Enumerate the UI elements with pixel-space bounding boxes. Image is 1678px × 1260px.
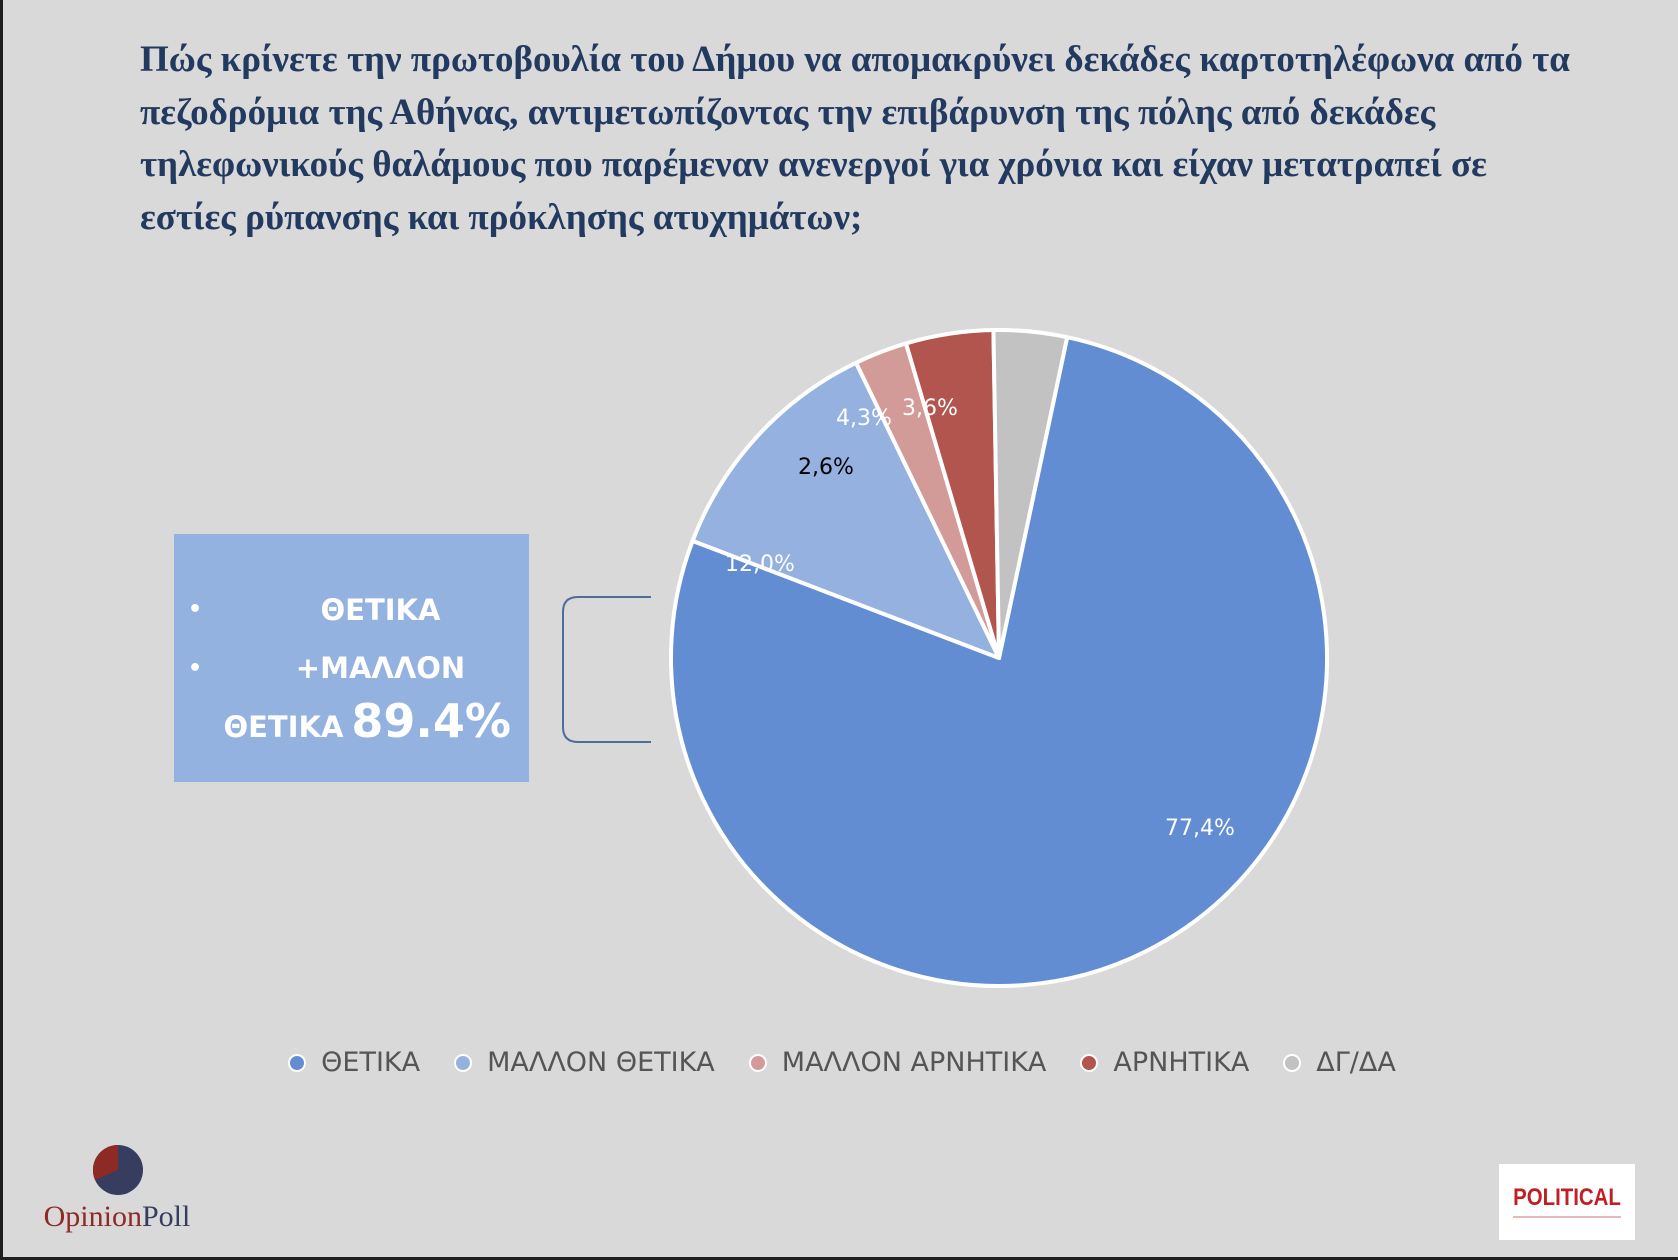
legend-label-3: ΜΑΛΛΟΝ ΑΡΝΗΤΙΚΑ xyxy=(781,1047,1047,1078)
pie-slices xyxy=(669,328,1329,988)
pie-label-4: 4,3% xyxy=(836,406,892,431)
summary-box: • • ΘΕΤΙΚΑ +ΜΑΛΛΟΝ ΘΕΤΙΚΑ 89.4% xyxy=(174,534,529,782)
pie-labels: 77,4% 12,0% 2,6% 4,3% 3,6% xyxy=(725,396,1235,841)
legend-swatch-4 xyxy=(1080,1053,1099,1072)
legend: ΘΕΤΙΚΑ ΜΑΛΛΟΝ ΘΕΤΙΚΑ ΜΑΛΛΟΝ ΑΡΝΗΤΙΚΑ ΑΡΝΗΤΙ… xyxy=(3,1047,1678,1078)
summary-total: ΘΕΤΙΚΑ 89.4% xyxy=(223,694,511,748)
legend-item-4: ΑΡΝΗΤΙΚΑ xyxy=(1080,1047,1249,1078)
legend-item-3: ΜΑΛΛΟΝ ΑΡΝΗΤΙΚΑ xyxy=(748,1047,1047,1078)
legend-label-1: ΘΕΤΙΚΑ xyxy=(321,1047,421,1078)
summary-bullet-2: • xyxy=(188,656,203,681)
chart-title: Πώς κρίνετε την πρωτοβουλία του Δήμου να… xyxy=(140,39,1570,238)
legend-swatch-2 xyxy=(454,1053,473,1072)
pie-label-1: 77,4% xyxy=(1165,816,1235,841)
legend-item-2: ΜΑΛΛΟΝ ΘΕΤΙΚΑ xyxy=(454,1047,715,1078)
summary-line-positive: ΘΕΤΙΚΑ xyxy=(320,593,441,627)
legend-label-5: ΔΓ/ΔΑ xyxy=(1316,1047,1396,1078)
political-logo: POLITICAL xyxy=(1499,1164,1635,1240)
pie-label-5: 3,6% xyxy=(902,396,958,421)
summary-bracket xyxy=(562,596,651,743)
opinionpoll-logo: OpinionPoll xyxy=(37,1140,197,1240)
summary-total-label: ΘΕΤΙΚΑ xyxy=(223,710,344,744)
legend-swatch-5 xyxy=(1283,1053,1302,1072)
legend-swatch-1 xyxy=(288,1053,307,1072)
political-tagline-line xyxy=(1513,1216,1621,1218)
opinionpoll-word-opinion: Opinion xyxy=(43,1200,142,1233)
opinionpoll-pie-icon xyxy=(92,1144,143,1195)
legend-item-5: ΔΓ/ΔΑ xyxy=(1283,1047,1396,1078)
political-wordmark: POLITICAL xyxy=(1513,1184,1621,1211)
opinionpoll-wordmark: OpinionPoll xyxy=(37,1200,197,1234)
pie-label-2: 12,0% xyxy=(725,552,795,577)
pie-slice-5 xyxy=(991,328,1070,660)
pie-label-3: 2,6% xyxy=(798,455,854,480)
summary-bullet-1: • xyxy=(188,597,203,622)
pie-slice-2 xyxy=(690,360,1001,660)
legend-swatch-3 xyxy=(748,1053,767,1072)
legend-label-2: ΜΑΛΛΟΝ ΘΕΤΙΚΑ xyxy=(487,1047,715,1078)
legend-item-1: ΘΕΤΙΚΑ xyxy=(288,1047,420,1078)
pie-slice-1 xyxy=(669,335,1329,988)
legend-label-4: ΑΡΝΗΤΙΚΑ xyxy=(1113,1047,1250,1078)
summary-line-plus-rather: +ΜΑΛΛΟΝ xyxy=(295,651,466,685)
opinionpoll-word-poll: Poll xyxy=(141,1200,191,1233)
pie-chart: 77,4% 12,0% 2,6% 4,3% 3,6% xyxy=(562,328,1329,988)
summary-total-value: 89.4% xyxy=(351,694,511,748)
